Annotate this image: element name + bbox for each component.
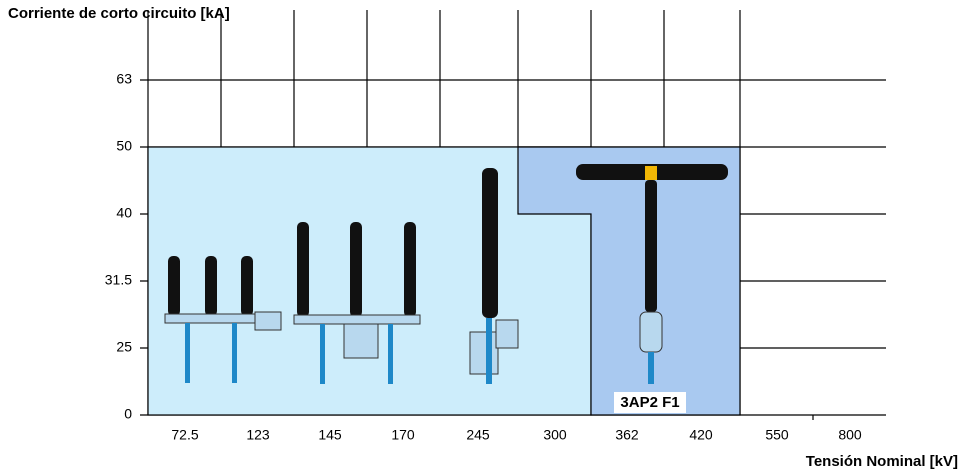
y-tick-label: 63 — [116, 71, 132, 87]
x-tick-label: 300 — [543, 427, 567, 443]
x-tick-label: 550 — [765, 427, 789, 443]
y-labels: 63 50 40 31.5 25 0 — [105, 71, 132, 422]
x-axis-title: Tensión Nominal [kV] — [806, 453, 958, 470]
x-tick-label: 72.5 — [171, 427, 198, 443]
x-tick-label: 800 — [838, 427, 862, 443]
y-tick-label: 25 — [116, 339, 132, 355]
x-tick-label: 362 — [615, 427, 639, 443]
chart-title: Corriente de corto circuito [kA] — [8, 5, 230, 22]
x-tick-label: 170 — [391, 427, 415, 443]
y-tick-label: 31.5 — [105, 272, 132, 288]
x-tick-label: 123 — [246, 427, 270, 443]
y-tick-label: 50 — [116, 138, 132, 154]
x-tick-label: 145 — [318, 427, 342, 443]
y-tick-label: 40 — [116, 205, 132, 221]
x-tick-label: 245 — [466, 427, 490, 443]
diagram: 3AP2 F1 Corriente de corto circuito [kA]… — [0, 0, 966, 475]
x-tick-label: 420 — [689, 427, 713, 443]
x-labels: 72.5 123 145 170 245 300 362 420 550 800 — [171, 427, 862, 443]
product-label: 3AP2 F1 — [620, 394, 679, 411]
y-tick-label: 0 — [124, 406, 132, 422]
